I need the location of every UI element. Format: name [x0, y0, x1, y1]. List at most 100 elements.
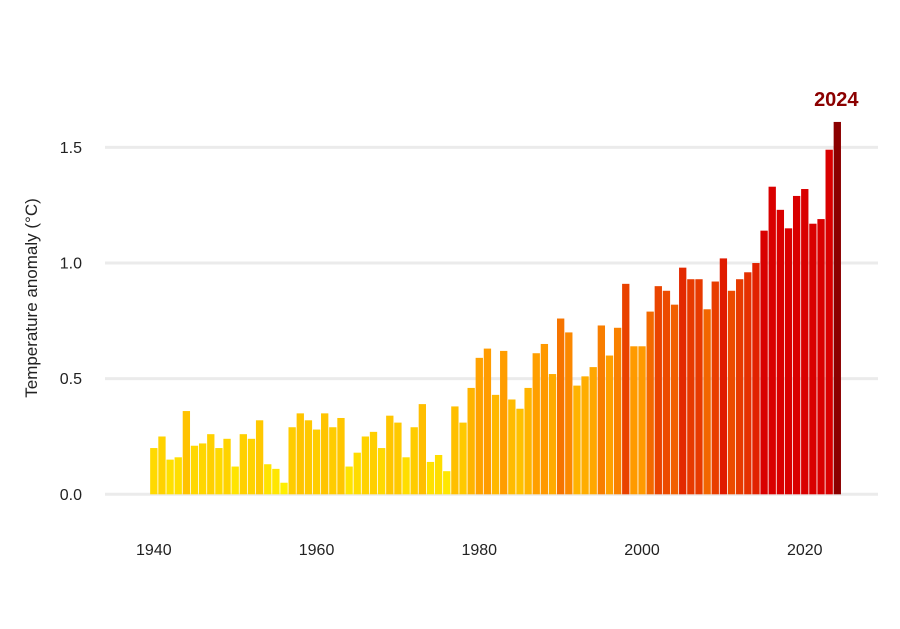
- bar-2008: [703, 309, 711, 495]
- bar-1996: [605, 355, 614, 495]
- bar-1991: [565, 332, 573, 495]
- bar-2011: [727, 290, 736, 495]
- bar-1949: [223, 438, 231, 495]
- bar-2004: [670, 304, 679, 495]
- bar-1958: [296, 413, 304, 495]
- bar-1947: [207, 434, 215, 495]
- y-axis-title: Temperature anomaly (°C): [22, 198, 41, 398]
- bar-2009: [711, 281, 719, 495]
- bar-1956: [280, 482, 288, 495]
- bar-2023: [825, 149, 833, 495]
- bar-1942: [166, 459, 174, 495]
- bar-1978: [459, 422, 467, 495]
- bar-1974: [426, 461, 435, 495]
- bar-1977: [451, 406, 459, 495]
- x-tick-label: 1980: [461, 542, 497, 559]
- bar-1992: [573, 385, 581, 495]
- highlight-year-label: 2024: [814, 89, 859, 111]
- bar-1966: [361, 436, 370, 495]
- bar-1970: [394, 422, 402, 495]
- bar-2017: [776, 209, 785, 495]
- y-tick-label: 0.5: [60, 371, 82, 388]
- bar-1960: [312, 429, 321, 495]
- bar-1973: [418, 404, 426, 495]
- bar-1950: [231, 466, 239, 495]
- bar-1979: [467, 387, 475, 495]
- bar-1984: [508, 399, 516, 495]
- bar-2019: [792, 195, 801, 495]
- bar-1968: [377, 448, 386, 495]
- bar-1971: [402, 457, 410, 495]
- x-tick-label: 1960: [299, 542, 335, 559]
- bar-1989: [548, 374, 557, 495]
- bar-2012: [736, 279, 744, 495]
- bars: [150, 121, 841, 495]
- bar-1975: [434, 454, 443, 495]
- bar-1952: [247, 438, 256, 495]
- bar-1980: [475, 357, 483, 495]
- x-tick-label: 1940: [136, 542, 172, 559]
- bar-1998: [622, 283, 630, 495]
- bar-1986: [524, 387, 532, 495]
- bar-1963: [337, 417, 345, 495]
- bar-2001: [646, 311, 654, 495]
- bar-2013: [744, 272, 752, 495]
- bar-1997: [613, 327, 622, 495]
- bar-2021: [809, 223, 817, 495]
- bar-2020: [801, 189, 809, 495]
- bar-1988: [540, 343, 549, 495]
- bar-1981: [483, 348, 492, 495]
- bar-1995: [597, 325, 606, 495]
- bar-1951: [239, 434, 247, 495]
- bar-1944: [182, 411, 191, 495]
- bar-1940: [150, 448, 158, 495]
- bar-1955: [272, 468, 280, 495]
- bar-1961: [321, 413, 329, 495]
- bar-2024: [833, 121, 841, 495]
- bar-1957: [288, 427, 296, 495]
- bar-1972: [410, 427, 418, 495]
- bar-1999: [630, 346, 638, 495]
- bar-1953: [255, 420, 264, 495]
- bar-1990: [557, 318, 565, 495]
- bar-1948: [215, 448, 223, 495]
- bar-2014: [752, 263, 760, 495]
- bar-2018: [784, 228, 793, 495]
- y-tick-label: 1.5: [60, 140, 82, 157]
- bar-1985: [516, 408, 524, 495]
- x-tick-label: 2000: [624, 542, 660, 559]
- bar-1993: [581, 376, 589, 495]
- bar-2022: [817, 219, 825, 495]
- y-tick-labels: 0.0 0.5 1.0 1.5: [60, 140, 82, 504]
- bar-1954: [264, 464, 272, 495]
- bar-1976: [443, 471, 451, 495]
- bar-1946: [198, 443, 207, 495]
- bar-1945: [190, 445, 199, 495]
- y-tick-label: 0.0: [60, 487, 82, 504]
- bar-1962: [329, 427, 337, 495]
- bar-1969: [386, 415, 394, 495]
- bar-2002: [654, 286, 662, 495]
- bar-2003: [662, 290, 671, 495]
- bar-1941: [158, 436, 166, 495]
- bar-1943: [174, 457, 182, 495]
- bar-1965: [353, 452, 361, 495]
- x-tick-label: 2020: [787, 542, 823, 559]
- x-tick-labels: 1940 1960 1980 2000 2020: [136, 542, 823, 559]
- bar-1987: [532, 353, 540, 495]
- bar-2010: [719, 258, 728, 495]
- y-tick-label: 1.0: [60, 256, 82, 273]
- bar-1994: [589, 367, 597, 495]
- bar-1964: [345, 466, 353, 495]
- bar-2000: [638, 346, 646, 495]
- bar-1982: [491, 394, 500, 495]
- bar-2005: [679, 267, 687, 495]
- bar-1967: [369, 431, 378, 495]
- bar-2015: [760, 230, 768, 495]
- bar-2006: [687, 279, 695, 495]
- bar-1983: [500, 350, 508, 495]
- bar-2007: [695, 279, 703, 495]
- bar-1959: [304, 420, 313, 495]
- bar-2016: [768, 186, 776, 495]
